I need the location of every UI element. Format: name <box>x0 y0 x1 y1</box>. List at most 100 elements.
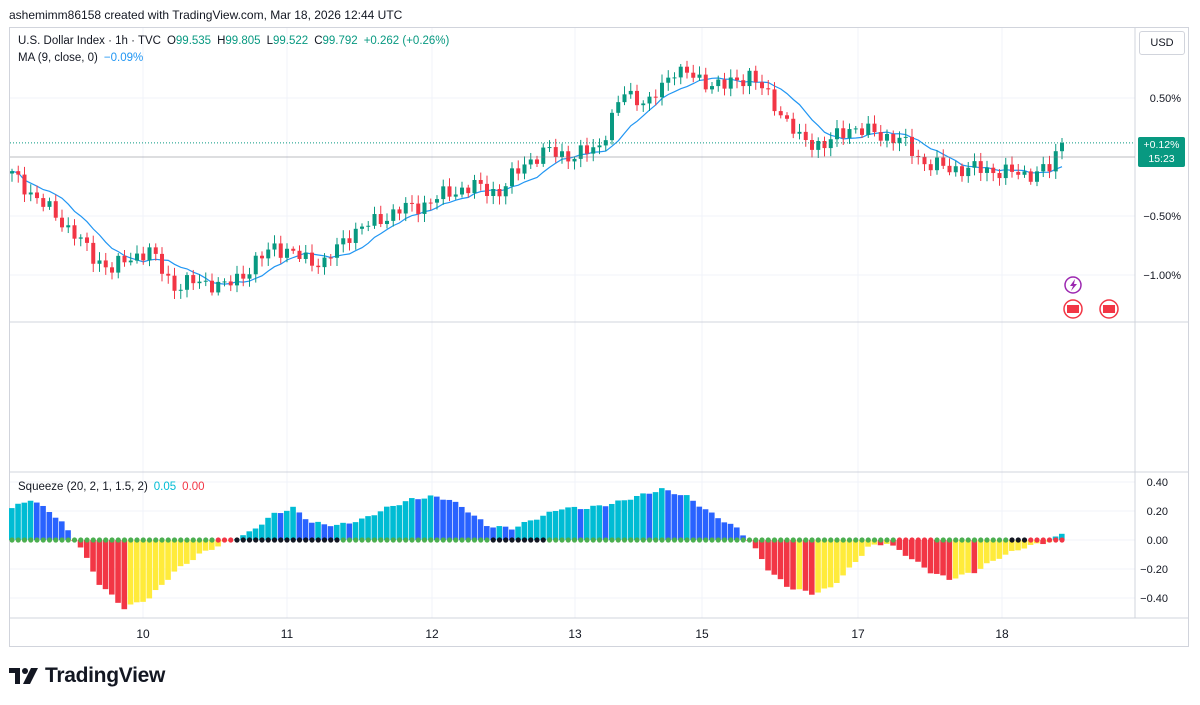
squeeze-dot <box>409 537 415 543</box>
squeeze-bar <box>327 526 334 540</box>
squeeze-dot <box>878 537 884 543</box>
squeeze-bar <box>946 540 953 580</box>
close-value: 99.792 <box>322 35 358 47</box>
squeeze-bar <box>77 540 84 548</box>
squeeze-bar <box>1021 540 1028 549</box>
squeeze-bar <box>640 493 646 540</box>
squeeze-bar <box>346 523 353 540</box>
candle-body <box>291 248 296 251</box>
squeeze-bar <box>559 509 565 540</box>
squeeze-bar <box>90 540 96 572</box>
candle-body <box>566 151 571 162</box>
squeeze-bar <box>284 510 290 540</box>
candle-body <box>428 202 433 204</box>
squeeze-dot <box>290 537 296 543</box>
squeeze-bar <box>577 509 584 540</box>
squeeze-dot <box>790 537 796 543</box>
squeeze-bar <box>84 540 90 558</box>
candle-body <box>372 214 377 226</box>
squeeze-bar <box>434 496 440 540</box>
squeeze-bar <box>427 495 434 540</box>
candle-body <box>716 79 721 87</box>
candle-body <box>660 82 664 98</box>
candle-body <box>478 179 483 184</box>
squeeze-dot <box>890 537 896 543</box>
candle-body <box>1035 171 1039 182</box>
squeeze-dot <box>334 537 340 543</box>
squeeze-dot <box>234 537 240 543</box>
squeeze-bar <box>984 540 990 564</box>
squeeze-value-1: 0.05 <box>153 481 177 493</box>
candle-body <box>53 201 58 218</box>
candle-body <box>691 72 696 78</box>
squeeze-dot <box>584 537 590 543</box>
squeeze-dot <box>921 537 928 543</box>
candle-body <box>278 243 283 258</box>
squeeze-dot <box>934 537 940 543</box>
squeeze-dot <box>903 537 909 543</box>
squeeze-bar <box>96 540 103 585</box>
squeeze-dot <box>421 537 428 543</box>
candle-body <box>116 255 121 273</box>
candle-body <box>103 260 108 268</box>
candle-body <box>703 74 708 90</box>
candle-body <box>622 94 627 103</box>
candle-body <box>466 187 471 194</box>
squeeze-bar <box>646 493 653 540</box>
squeeze-dot <box>184 537 190 543</box>
candle-body <box>203 280 208 282</box>
candle-body <box>678 66 683 78</box>
candle-body <box>128 260 133 263</box>
candle-body <box>841 128 846 139</box>
squeeze-dot <box>853 537 859 543</box>
squeeze-dot <box>928 537 934 543</box>
candle-body <box>347 238 352 243</box>
squeeze-dot <box>765 537 771 543</box>
low-label: L <box>266 35 273 47</box>
squeeze-dot <box>346 537 353 543</box>
squeeze-bar <box>459 506 465 540</box>
squeeze-dot <box>684 537 690 543</box>
squeeze-dot <box>34 537 40 543</box>
squeeze-dot <box>159 537 165 543</box>
squeeze-dot <box>465 537 471 543</box>
squeeze-dot <box>371 537 378 543</box>
symbol-name[interactable]: U.S. Dollar Index · 1h · TVC <box>18 35 161 47</box>
change-value: +0.262 (+0.26%) <box>363 35 450 47</box>
footer-brand[interactable]: TradingView <box>9 664 165 688</box>
candle-body <box>960 166 964 177</box>
low-value: 99.522 <box>273 35 309 47</box>
squeeze-dot <box>96 537 103 543</box>
squeeze-bar <box>340 522 346 540</box>
squeeze-dot <box>703 537 709 543</box>
squeeze-dot <box>515 537 521 543</box>
squeeze-dot <box>265 537 271 543</box>
squeeze-dot <box>90 537 96 543</box>
squeeze-dot <box>178 537 184 543</box>
candle-body <box>1022 171 1027 175</box>
squeeze-bar <box>15 503 21 540</box>
high-label: H <box>217 35 226 47</box>
squeeze-dot <box>628 537 634 543</box>
candle-body <box>753 70 758 83</box>
candle-body <box>735 77 739 81</box>
squeeze-dot <box>840 537 846 543</box>
ma-value: −0.09% <box>103 52 144 64</box>
candle-body <box>510 168 514 187</box>
squeeze-dot <box>603 537 609 543</box>
squeeze-dot <box>1046 537 1053 543</box>
squeeze-dot <box>9 537 15 543</box>
candle-body <box>260 255 264 259</box>
currency-button[interactable]: USD <box>1139 31 1185 55</box>
ma-label[interactable]: MA (9, close, 0) <box>18 52 98 64</box>
candle-body <box>360 226 364 229</box>
chart-frame <box>9 27 1189 647</box>
candle-body <box>485 183 489 196</box>
squeeze-label[interactable]: Squeeze (20, 2, 1, 1.5, 2) <box>18 481 148 493</box>
squeeze-bar <box>365 516 371 540</box>
squeeze-dot <box>284 537 290 543</box>
candle-body <box>210 280 214 293</box>
candle-body <box>441 186 446 200</box>
flag-icon <box>1103 305 1115 313</box>
